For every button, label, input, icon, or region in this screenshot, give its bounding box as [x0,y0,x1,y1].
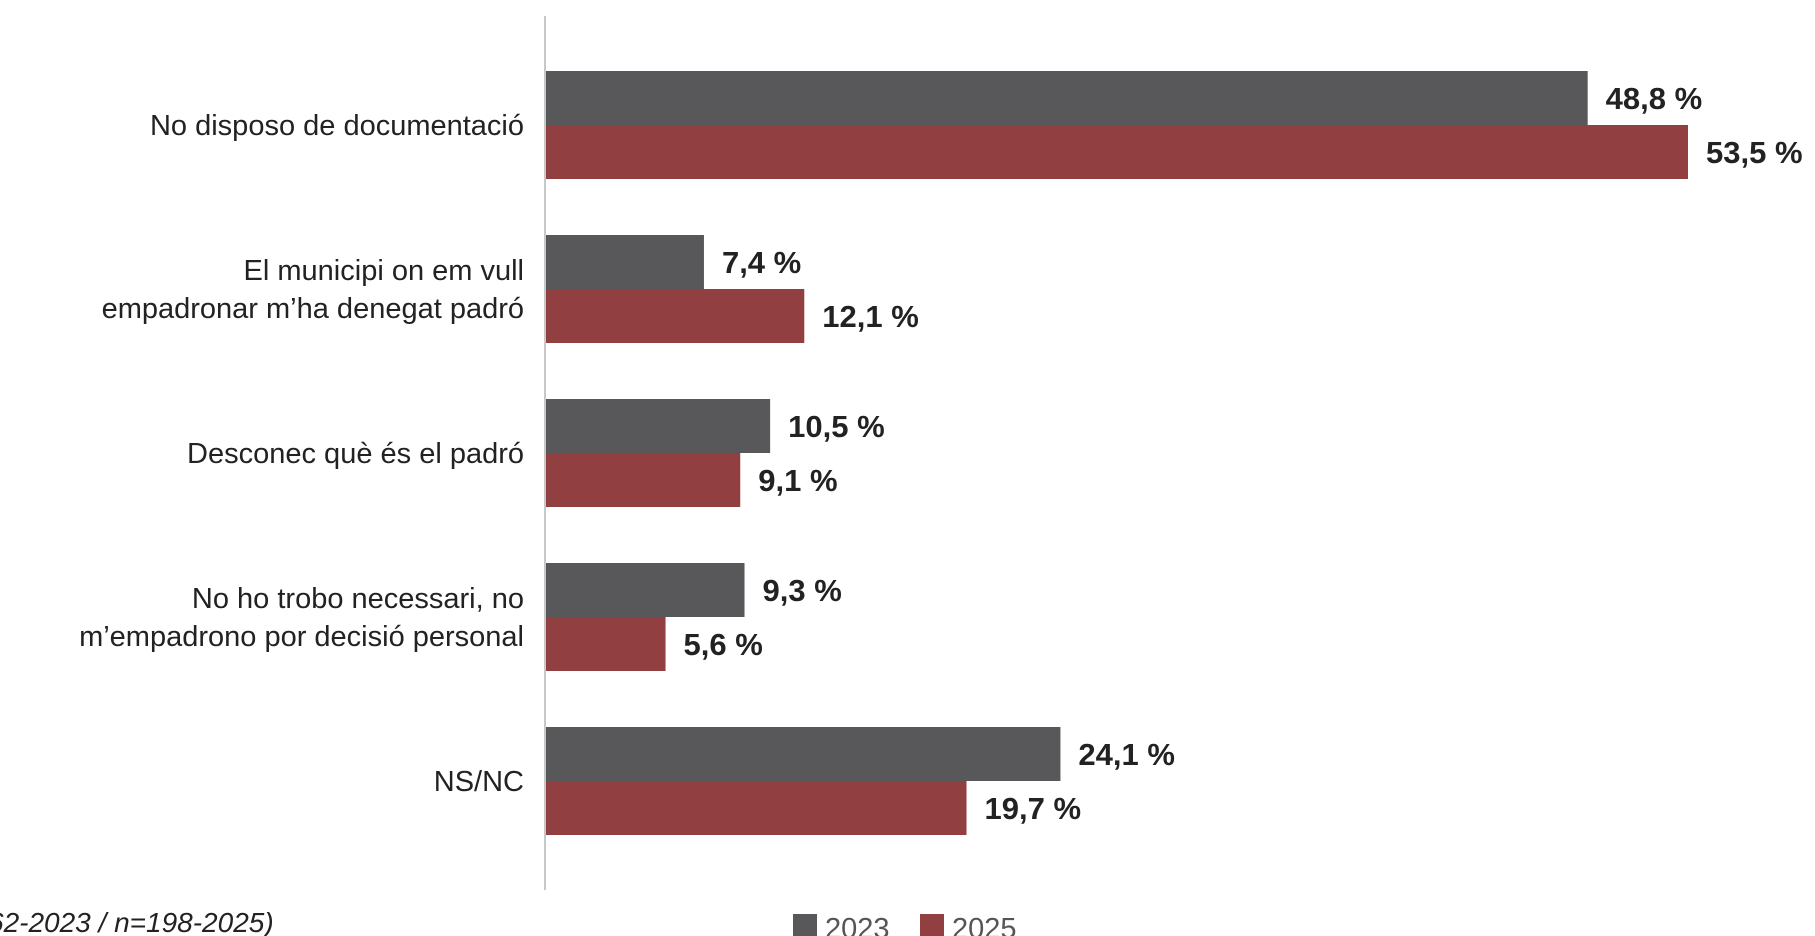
bar-2023-5 [546,727,1061,781]
legend-label-2025: 2025 [952,913,1017,936]
legend-swatch-2023 [793,914,817,936]
bar-2025-1 [546,125,1688,179]
bar-2025-3 [546,453,741,507]
category-label-2-line-1: El municipi on em vull [244,255,524,287]
legend-label-2023: 2023 [825,913,890,936]
value-label-2025-2: 12,1 % [822,299,919,334]
value-label-2025-4: 5,6 % [684,627,763,662]
category-label-4-line-2: m’empadrono por decisió personal [79,621,524,653]
bar-2025-2 [546,289,805,343]
bar-2023-3 [546,399,771,453]
value-label-2025-5: 19,7 % [985,791,1082,826]
bar-2025-4 [546,617,666,671]
category-label-4-line-1: No ho trobo necessari, no [192,583,524,615]
value-label-2023-5: 24,1 % [1078,737,1175,772]
legend: 2023 2025 [793,913,1017,936]
value-label-2023-2: 7,4 % [722,245,801,280]
category-labels: No disposo de documentació El municipi on… [79,110,524,798]
category-label-3: Desconec què és el padró [187,438,524,470]
legend-swatch-2025 [920,914,944,936]
value-label-2025-3: 9,1 % [758,463,837,498]
bar-2025-5 [546,781,967,835]
value-label-2023-4: 9,3 % [763,573,842,608]
value-label-2023-1: 48,8 % [1606,81,1703,116]
source-note: 62-2023 / n=198-2025) [0,907,274,936]
value-label-2025-1: 53,5 % [1706,135,1803,170]
value-labels: 48,8 %53,5 % 7,4 % 12,1 % 10,5 % 9,1 % 9,3 %5… [684,81,1803,826]
category-label-2-line-2: empadronar m’ha denegat padró [102,293,524,325]
bar-2023-2 [546,235,704,289]
category-label-1: No disposo de documentació [150,110,524,142]
bar-2023-1 [546,71,1588,125]
value-label-2023-3: 10,5 % [788,409,885,444]
category-label-5: NS/NC [434,766,524,798]
bars-group [546,71,1688,835]
bar-2023-4 [546,563,745,617]
